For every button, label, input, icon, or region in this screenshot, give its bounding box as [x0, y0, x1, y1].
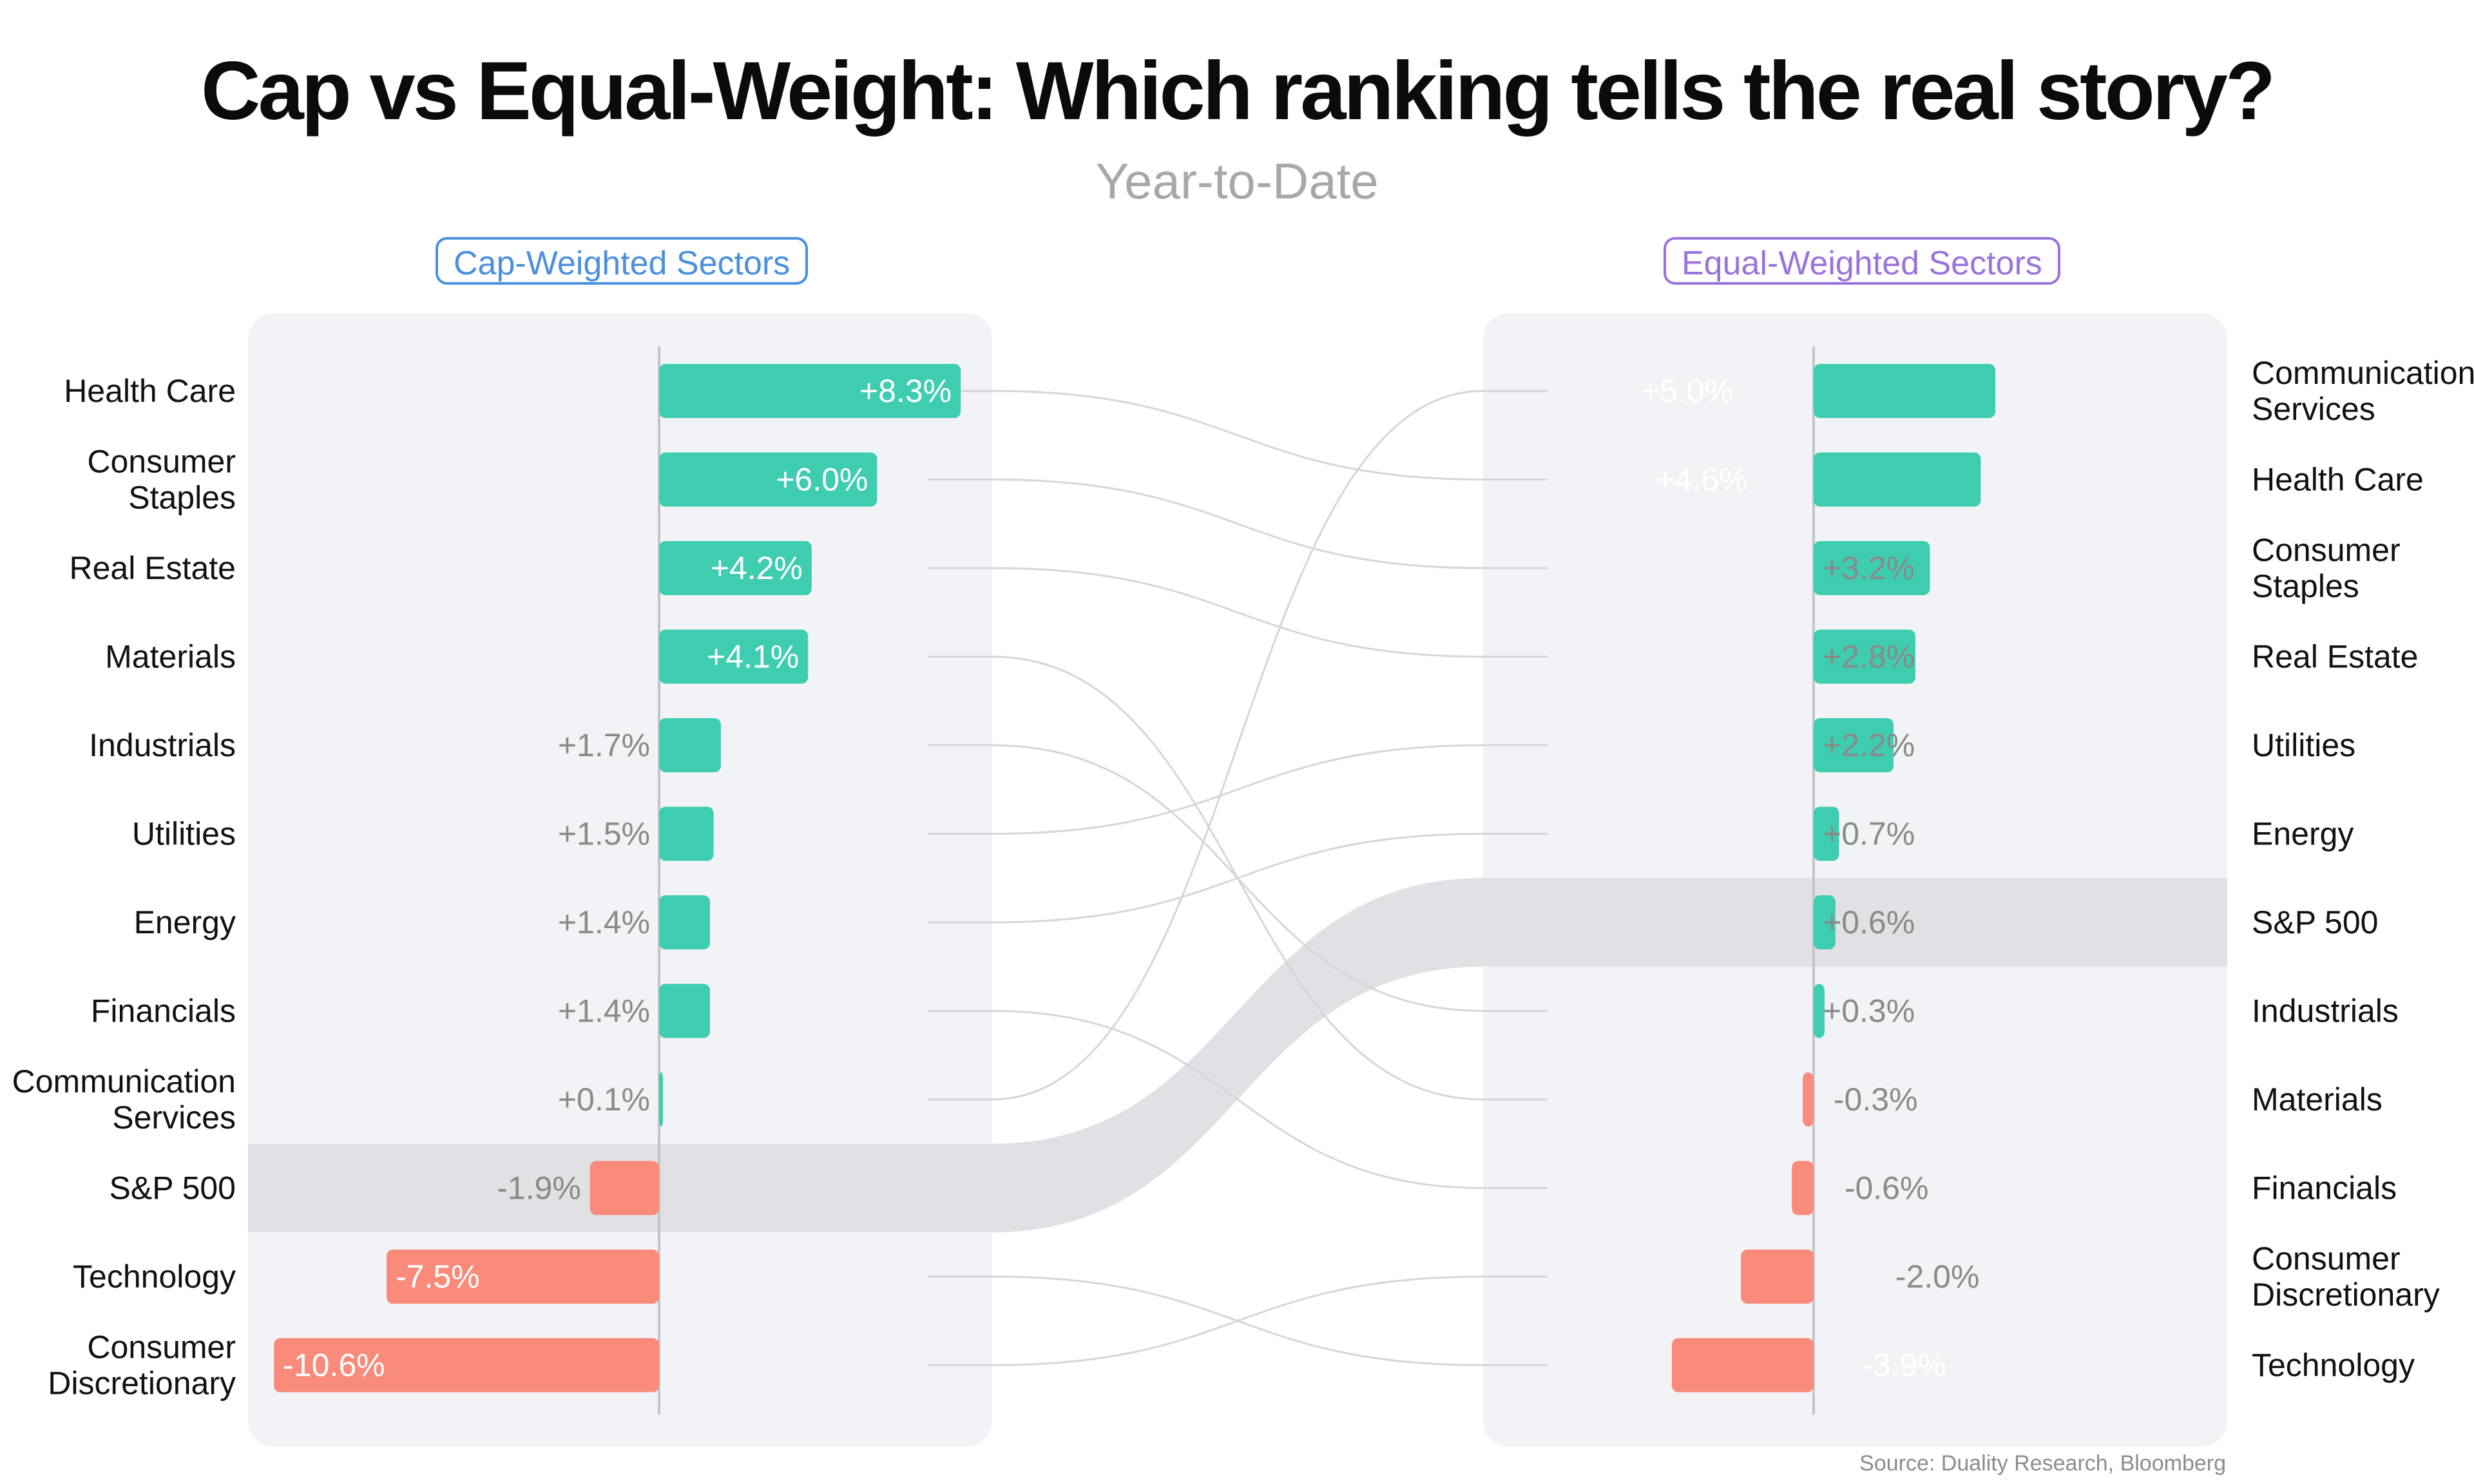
cap-value-label: +1.5%: [558, 816, 650, 852]
cap-bar-real-estate: [659, 541, 812, 595]
connector-financials: [928, 1010, 1548, 1189]
equal-bar-utilities: [1814, 718, 1894, 772]
cap-category-label: Health Care: [64, 373, 236, 409]
connector-health-care: [928, 390, 1548, 480]
connector-real-estate: [928, 567, 1548, 658]
cap-category-label: Materials: [105, 639, 236, 675]
benchmark-ribbon: [992, 878, 1483, 1233]
equal-category-label: Industrials: [2252, 993, 2399, 1029]
equal-value-label: +3.2%: [1823, 550, 1915, 586]
cap-category-label: Technology: [73, 1259, 236, 1295]
equal-weighted-panel-label: Equal-Weighted Sectors: [1664, 237, 2060, 285]
equal-value-label: +0.6%: [1823, 904, 1915, 940]
cap-category-label: S&P 500: [110, 1170, 236, 1206]
cap-bar-utilities: [659, 806, 714, 861]
cap-bar-financials: [659, 984, 710, 1038]
connector-energy: [928, 833, 1548, 924]
equal-category-label: S&P 500: [2252, 904, 2378, 940]
cap-category-label: Consumer Staples: [87, 444, 236, 516]
equal-category-label: Health Care: [2252, 462, 2424, 498]
equal-value-label: -2.0%: [1895, 1259, 1980, 1295]
cap-category-label: Communication Services: [12, 1063, 236, 1136]
equal-category-label: Materials: [2252, 1081, 2383, 1118]
chart-subtitle: Year-to-Date: [1095, 153, 1379, 209]
cap-value-label: +1.7%: [558, 727, 650, 763]
equal-bar-real-estate: [1814, 629, 1915, 684]
benchmark-row-highlight-right: [1483, 878, 2227, 967]
equal-value-label: +0.7%: [1823, 816, 1915, 852]
cap-category-label: Consumer Discretionary: [48, 1329, 236, 1402]
cap-category-label: Financials: [91, 993, 236, 1029]
cap-value-label: -1.9%: [497, 1170, 581, 1206]
equal-category-label: Real Estate: [2252, 639, 2418, 675]
equal-bar-technology: [1672, 1338, 1814, 1393]
cap-bar-industrials: [659, 718, 721, 772]
equal-value-label: +4.6%: [1656, 462, 1748, 498]
equal-category-label: Communication Services: [2252, 355, 2474, 427]
cap-value-label: +8.3%: [859, 373, 952, 409]
source-note: Source: Duality Research, Bloomberg: [1859, 1451, 2226, 1476]
cap-category-label: Industrials: [89, 727, 236, 763]
cap-value-label: +4.1%: [707, 639, 799, 675]
cap-bar-health-care: [659, 364, 961, 418]
connector-communication-services: [928, 390, 1548, 1101]
cap-value-label: -7.5%: [396, 1259, 480, 1295]
cap-bar-materials: [659, 629, 809, 684]
equal-category-label: Consumer Staples: [2252, 532, 2401, 604]
cap-value-label: +0.1%: [558, 1081, 650, 1118]
equal-category-label: Financials: [2252, 1170, 2397, 1206]
cap-value-label: +4.2%: [711, 550, 803, 586]
equal-bar-energy: [1814, 806, 1839, 861]
cap-bar-sandp-500: [590, 1161, 659, 1215]
cap-value-label: +1.4%: [558, 904, 650, 940]
chart-title: Cap vs Equal-Weight: Which ranking tells…: [201, 45, 2276, 137]
equal-value-label: +5.0%: [1641, 373, 1733, 409]
equal-value-label: +2.8%: [1823, 639, 1915, 675]
cap-value-label: +6.0%: [776, 462, 868, 498]
equal-value-label: +0.3%: [1823, 993, 1915, 1029]
equal-category-label: Energy: [2252, 816, 2354, 852]
cap-bar-energy: [659, 895, 710, 949]
equal-bar-financials: [1792, 1161, 1814, 1215]
cap-bar-consumer-staples: [659, 452, 877, 507]
cap-bar-technology: [387, 1250, 659, 1304]
equal-value-label: -3.9%: [1862, 1347, 1946, 1384]
cap-category-label: Energy: [134, 904, 236, 940]
cap-category-label: Real Estate: [70, 550, 236, 586]
connector-consumer-discretionary: [928, 1275, 1548, 1366]
equal-bar-materials: [1803, 1072, 1814, 1127]
equal-bar-communication-services: [1814, 364, 1995, 418]
equal-category-label: Utilities: [2252, 727, 2355, 763]
equal-value-label: -0.6%: [1845, 1170, 1929, 1206]
cap-category-label: Utilities: [132, 816, 236, 852]
equal-bar-health-care: [1814, 452, 1981, 507]
cap-weighted-panel-label: Cap-Weighted Sectors: [436, 237, 809, 285]
cap-bar-communication-services: [659, 1072, 663, 1127]
equal-bar-industrials: [1814, 984, 1825, 1038]
equal-value-label: -0.3%: [1834, 1081, 1918, 1118]
equal-category-label: Technology: [2252, 1347, 2415, 1384]
equal-bar-consumer-staples: [1814, 541, 1930, 595]
cap-value-label: +1.4%: [558, 993, 650, 1029]
cap-value-label: -10.6%: [283, 1347, 385, 1384]
equal-value-label: +2.2%: [1823, 727, 1915, 763]
connector-consumer-staples: [928, 479, 1548, 569]
equal-bar-consumer-discretionary: [1741, 1250, 1814, 1304]
equal-bar-sandp-500: [1814, 895, 1836, 949]
equal-category-label: Consumer Discretionary: [2252, 1241, 2440, 1313]
connector-utilities: [928, 744, 1548, 835]
cap-bar-consumer-discretionary: [274, 1338, 659, 1393]
